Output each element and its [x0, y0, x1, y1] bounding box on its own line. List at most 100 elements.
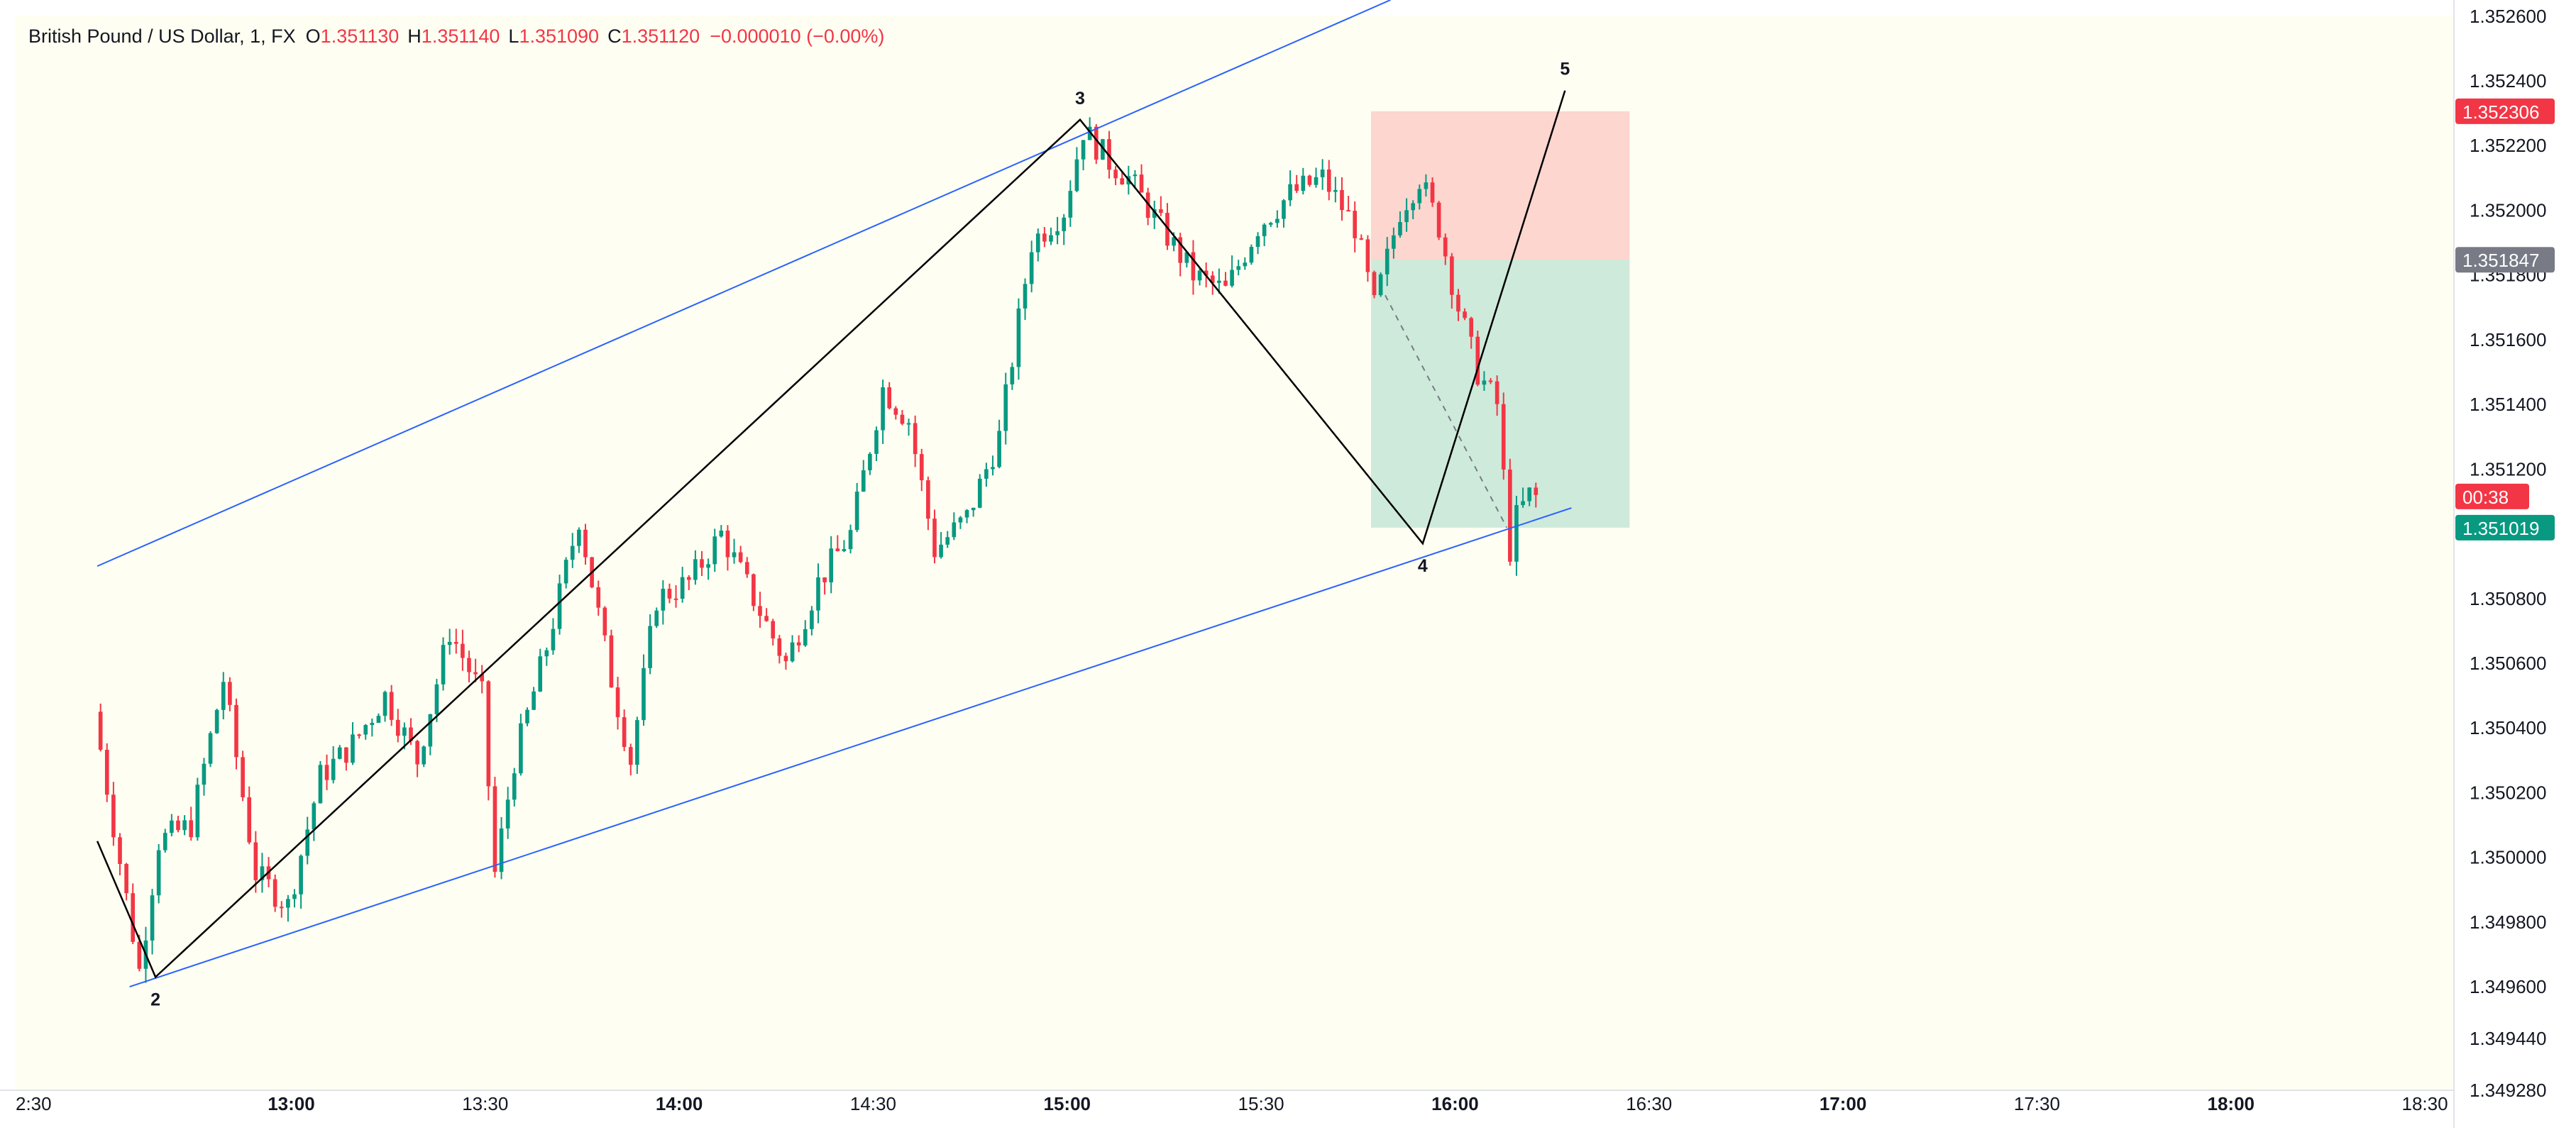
candle[interactable]: [861, 460, 866, 492]
candle[interactable]: [357, 733, 361, 739]
candle[interactable]: [344, 747, 348, 771]
candle[interactable]: [725, 525, 730, 571]
candle[interactable]: [519, 714, 523, 776]
candle[interactable]: [622, 709, 627, 751]
candle[interactable]: [822, 577, 827, 595]
candle[interactable]: [939, 532, 943, 559]
candle[interactable]: [583, 523, 588, 565]
candle[interactable]: [1184, 252, 1189, 268]
elliott-wave-line[interactable]: [96, 90, 1566, 979]
candle[interactable]: [195, 777, 200, 841]
candle[interactable]: [544, 647, 549, 666]
candle[interactable]: [635, 716, 639, 775]
candle[interactable]: [881, 379, 885, 444]
candle[interactable]: [292, 889, 297, 908]
candle[interactable]: [532, 687, 536, 711]
candle[interactable]: [642, 654, 646, 726]
candle[interactable]: [1191, 240, 1196, 295]
candle[interactable]: [1139, 164, 1144, 193]
candle[interactable]: [1159, 196, 1163, 216]
candle[interactable]: [337, 745, 342, 760]
candle[interactable]: [803, 620, 808, 647]
candle[interactable]: [1133, 170, 1138, 189]
candle[interactable]: [932, 509, 937, 564]
candle[interactable]: [900, 409, 905, 426]
candle[interactable]: [512, 768, 517, 807]
candle[interactable]: [447, 628, 452, 655]
candle[interactable]: [1346, 196, 1350, 212]
candle[interactable]: [551, 618, 556, 655]
candle[interactable]: [382, 690, 387, 722]
candle[interactable]: [1372, 270, 1377, 299]
candle[interactable]: [492, 777, 497, 878]
candle[interactable]: [461, 629, 465, 671]
candle[interactable]: [1055, 216, 1059, 245]
candle[interactable]: [389, 685, 394, 726]
candle[interactable]: [1094, 123, 1099, 165]
candle[interactable]: [1243, 257, 1248, 270]
candle[interactable]: [324, 754, 329, 790]
candle[interactable]: [1003, 372, 1008, 445]
candle[interactable]: [428, 714, 433, 755]
candle[interactable]: [1333, 177, 1338, 203]
candle[interactable]: [538, 648, 543, 692]
candle[interactable]: [1340, 177, 1344, 221]
candle[interactable]: [1062, 214, 1067, 245]
candle[interactable]: [1417, 184, 1422, 210]
candle[interactable]: [706, 558, 710, 580]
candle[interactable]: [1145, 187, 1150, 226]
candle[interactable]: [525, 707, 529, 726]
candle[interactable]: [719, 525, 724, 538]
candle[interactable]: [1249, 244, 1254, 265]
time-scale-background[interactable]: [0, 1090, 2576, 1127]
candle[interactable]: [156, 843, 161, 904]
candle[interactable]: [1398, 211, 1402, 238]
candle[interactable]: [305, 816, 310, 865]
candle[interactable]: [796, 635, 801, 653]
candle[interactable]: [790, 635, 795, 663]
candle[interactable]: [848, 524, 853, 554]
candle[interactable]: [1288, 170, 1292, 206]
candle[interactable]: [1255, 232, 1260, 255]
candle[interactable]: [1113, 166, 1118, 186]
candle[interactable]: [228, 677, 232, 711]
candle[interactable]: [415, 740, 419, 777]
candle[interactable]: [816, 563, 820, 624]
candle[interactable]: [693, 550, 698, 585]
candle[interactable]: [214, 709, 219, 734]
candle[interactable]: [991, 455, 995, 476]
candle[interactable]: [1521, 487, 1525, 508]
candle[interactable]: [402, 722, 407, 750]
candle[interactable]: [1197, 267, 1202, 286]
candle[interactable]: [667, 583, 672, 604]
candle[interactable]: [363, 724, 368, 740]
candle[interactable]: [1392, 227, 1396, 259]
candle[interactable]: [241, 750, 245, 802]
candle[interactable]: [441, 637, 446, 691]
candle[interactable]: [1495, 375, 1499, 416]
candle[interactable]: [1262, 223, 1267, 247]
candle[interactable]: [150, 889, 155, 955]
candle[interactable]: [1042, 227, 1047, 248]
candle[interactable]: [609, 629, 614, 688]
candle[interactable]: [376, 713, 381, 724]
candle[interactable]: [854, 482, 859, 533]
candle[interactable]: [208, 731, 213, 768]
candle[interactable]: [422, 746, 426, 768]
candle[interactable]: [1010, 362, 1015, 390]
candle[interactable]: [1282, 199, 1286, 228]
channel-line[interactable]: [97, 0, 1391, 567]
candle[interactable]: [1230, 255, 1234, 288]
candle[interactable]: [1223, 272, 1228, 287]
candle[interactable]: [1178, 233, 1183, 277]
price-scale-background[interactable]: [2454, 0, 2576, 1090]
candle[interactable]: [1268, 221, 1273, 228]
candle[interactable]: [1294, 174, 1299, 194]
candle[interactable]: [913, 415, 918, 467]
candle[interactable]: [318, 760, 323, 804]
candle[interactable]: [764, 608, 769, 622]
candle[interactable]: [182, 815, 187, 836]
candle[interactable]: [1488, 378, 1493, 384]
candle[interactable]: [131, 883, 136, 945]
candle[interactable]: [1314, 167, 1319, 188]
